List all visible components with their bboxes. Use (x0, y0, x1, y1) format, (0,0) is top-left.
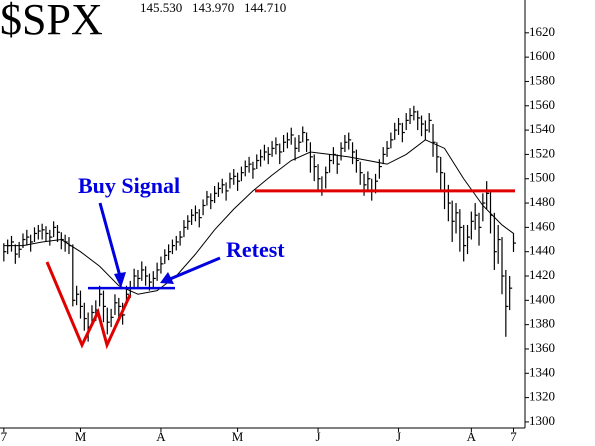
x-tick-label: A (467, 429, 477, 444)
x-tick-label: A (156, 429, 166, 444)
y-tick-label: 1380 (529, 316, 555, 331)
y-tick-label: 1480 (529, 194, 555, 209)
y-tick-label: 1300 (529, 413, 555, 428)
y-tick-label: 1620 (529, 24, 555, 39)
arrow (169, 256, 221, 281)
x-tick-label: 7 (510, 429, 517, 444)
y-tick-label: 1600 (529, 48, 555, 63)
plot (3, 105, 517, 342)
x-tick-label: J (316, 429, 321, 444)
y-tick-label: 1520 (529, 145, 555, 160)
x-tick-label: J (396, 429, 401, 444)
x-tick-label: M (75, 429, 87, 444)
y-tick-label: 1580 (529, 72, 555, 87)
y-tick-label: 1340 (529, 364, 555, 379)
annotation: Retest (226, 237, 285, 262)
y-tick-label: 1320 (529, 389, 555, 404)
y-tick-label: 1540 (529, 121, 555, 136)
arrow-head (114, 272, 126, 288)
y-tick-label: 1400 (529, 291, 555, 306)
annotation: Buy Signal (78, 173, 180, 198)
x-tick-label: 7 (1, 429, 8, 444)
header-value: 144.710 (244, 0, 286, 15)
y-tick-label: 1360 (529, 340, 555, 355)
header-value: 143.970 (192, 0, 234, 15)
arrow-head (160, 272, 174, 284)
moving-average (3, 139, 514, 295)
y-tick-label: 1420 (529, 267, 555, 282)
arrow (98, 202, 123, 281)
y-tick-label: 1460 (529, 218, 555, 233)
y-tick-label: 1440 (529, 243, 555, 258)
y-tick-label: 1560 (529, 97, 555, 112)
w-pattern (45, 261, 132, 350)
x-tick-label: M (232, 429, 244, 444)
header-value: 145.530 (140, 0, 182, 15)
chart-title: $SPX (0, 0, 103, 44)
y-tick-label: 1500 (529, 170, 555, 185)
